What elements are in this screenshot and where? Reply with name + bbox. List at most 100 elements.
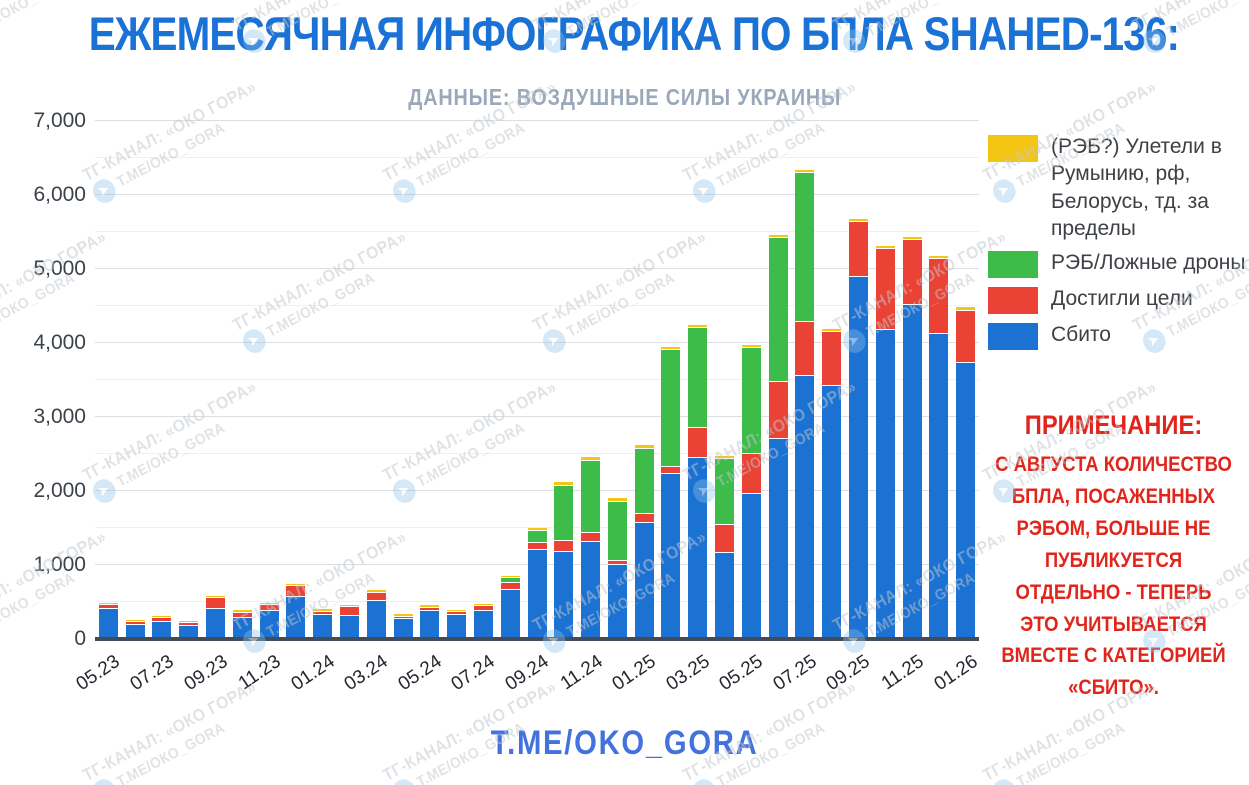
bar-segment xyxy=(286,583,306,587)
bar-segment xyxy=(554,541,574,553)
telegram-plane-icon: ➤ xyxy=(988,774,1020,785)
bar-segment xyxy=(768,237,788,382)
bar-segment xyxy=(98,602,118,606)
bar-segment xyxy=(929,256,949,260)
bar-segment xyxy=(313,609,333,613)
bar-segment xyxy=(902,240,922,305)
grid-line xyxy=(95,453,979,454)
stacked-bar-05.24 xyxy=(420,605,440,639)
bar-segment xyxy=(179,620,199,624)
bar-segment xyxy=(500,578,520,583)
stacked-bar-07.25 xyxy=(795,169,815,639)
page-title: ЕЖЕМЕСЯЧНАЯ ИНФОГРАФИКА ПО БПЛА SHAHED-1… xyxy=(0,6,1249,61)
bar-segment xyxy=(206,595,226,598)
legend-label: Сбито xyxy=(1051,323,1111,347)
bar-segment xyxy=(152,618,172,622)
bar-segment xyxy=(98,608,118,639)
bar-segment xyxy=(688,325,708,329)
bar-segment xyxy=(795,172,815,323)
bar-segment xyxy=(956,307,976,311)
bar-segment xyxy=(795,376,815,639)
bar-segment xyxy=(581,541,601,639)
stacked-bar-06.23 xyxy=(125,620,145,639)
bar-segment xyxy=(956,310,976,363)
bar-segment xyxy=(393,614,413,617)
bar-segment xyxy=(688,458,708,639)
bar-segment xyxy=(313,612,333,616)
bar-segment xyxy=(607,501,627,562)
y-axis-tick-label: 7,000 xyxy=(33,109,86,132)
bar-segment xyxy=(339,604,359,607)
bar-segment xyxy=(286,586,306,598)
bar-segment xyxy=(554,485,574,542)
bar-segment xyxy=(286,597,306,639)
bar-segment xyxy=(768,381,788,440)
bar-segment xyxy=(527,542,547,551)
grid-line xyxy=(95,157,979,158)
watermark-line1: ТГ-КАНАЛ: «ОКО ГОРА» xyxy=(0,227,110,335)
bar-segment xyxy=(500,582,520,590)
bar-segment xyxy=(420,611,440,639)
note-body: С АВГУСТА КОЛИЧЕСТВО БПЛА, ПОСАЖЕННЫХ РЭ… xyxy=(995,453,1232,700)
stacked-bar-09.25 xyxy=(848,218,868,639)
bar-segment xyxy=(447,615,467,639)
grid-line xyxy=(95,416,979,417)
y-axis-tick-label: 0 xyxy=(74,627,86,650)
bar-segment xyxy=(848,221,868,277)
bar-segment xyxy=(607,561,627,566)
bar-segment xyxy=(848,276,868,639)
bar-segment xyxy=(500,575,520,579)
legend-swatch xyxy=(988,323,1038,351)
bar-segment xyxy=(259,602,279,606)
y-axis-tick-label: 3,000 xyxy=(33,405,86,428)
stacked-bar-11.24 xyxy=(581,456,601,639)
legend-swatch xyxy=(988,287,1038,315)
bar-segment xyxy=(581,532,601,542)
page-subtitle-text: ДАННЫЕ: ВОЗДУШНЫЕ СИЛЫ УКРАИНЫ xyxy=(407,84,842,110)
bar-segment xyxy=(554,482,574,486)
stacked-bar-02.24 xyxy=(339,604,359,639)
bar-segment xyxy=(313,615,333,639)
bar-segment xyxy=(902,237,922,241)
bar-segment xyxy=(661,466,681,475)
bar-segment xyxy=(447,610,467,613)
page-subtitle: ДАННЫЕ: ВОЗДУШНЫЕ СИЛЫ УКРАИНЫ xyxy=(0,84,1249,111)
stacked-bar-12.25 xyxy=(929,256,949,639)
stacked-bar-03.24 xyxy=(366,590,386,639)
bar-segment xyxy=(447,612,467,616)
legend-label: Достигли цели xyxy=(1051,287,1193,311)
stacked-bar-06.25 xyxy=(768,234,788,639)
bar-segment xyxy=(715,553,734,639)
bar-segment xyxy=(661,349,681,467)
stacked-bar-10.25 xyxy=(875,246,895,639)
bar-segment xyxy=(366,590,386,593)
grid-line xyxy=(95,194,979,195)
grid-line xyxy=(95,490,979,491)
telegram-plane-icon: ➤ xyxy=(88,774,120,785)
bar-segment xyxy=(527,530,547,543)
plot-area xyxy=(95,120,979,641)
bar-segment xyxy=(848,218,868,222)
bar-segment xyxy=(634,514,654,523)
x-axis-labels: 05.23 07.23 09.23 11.23 01.24 03.24 05.24 07.24… xyxy=(73,649,981,719)
telegram-plane-icon: ➤ xyxy=(688,774,720,785)
bar-segment xyxy=(741,493,761,639)
legend-label: РЭБ/Ложные дроны xyxy=(1051,251,1246,275)
stacked-bar-06.24 xyxy=(447,610,467,639)
legend-label: (РЭБ?) Улетели в Румынию, рф, Белорусь, … xyxy=(1051,135,1222,240)
y-axis-tick-label: 5,000 xyxy=(33,257,86,280)
bar-segment xyxy=(875,249,895,330)
bar-segment xyxy=(339,606,359,617)
stacked-bar-02.25 xyxy=(661,346,681,639)
bar-segment xyxy=(822,328,842,333)
bar-segment xyxy=(125,620,145,623)
bar-segment xyxy=(607,498,627,502)
bar-segment xyxy=(420,605,440,608)
bar-segment xyxy=(768,439,788,639)
stacked-bar-08.24 xyxy=(500,575,520,639)
bar-segment xyxy=(741,345,761,349)
stacked-bar-10.23 xyxy=(232,610,252,639)
legend: (РЭБ?) Улетели в Румынию, рф, Белорусь, … xyxy=(988,133,1246,357)
bar-segment xyxy=(152,615,172,619)
